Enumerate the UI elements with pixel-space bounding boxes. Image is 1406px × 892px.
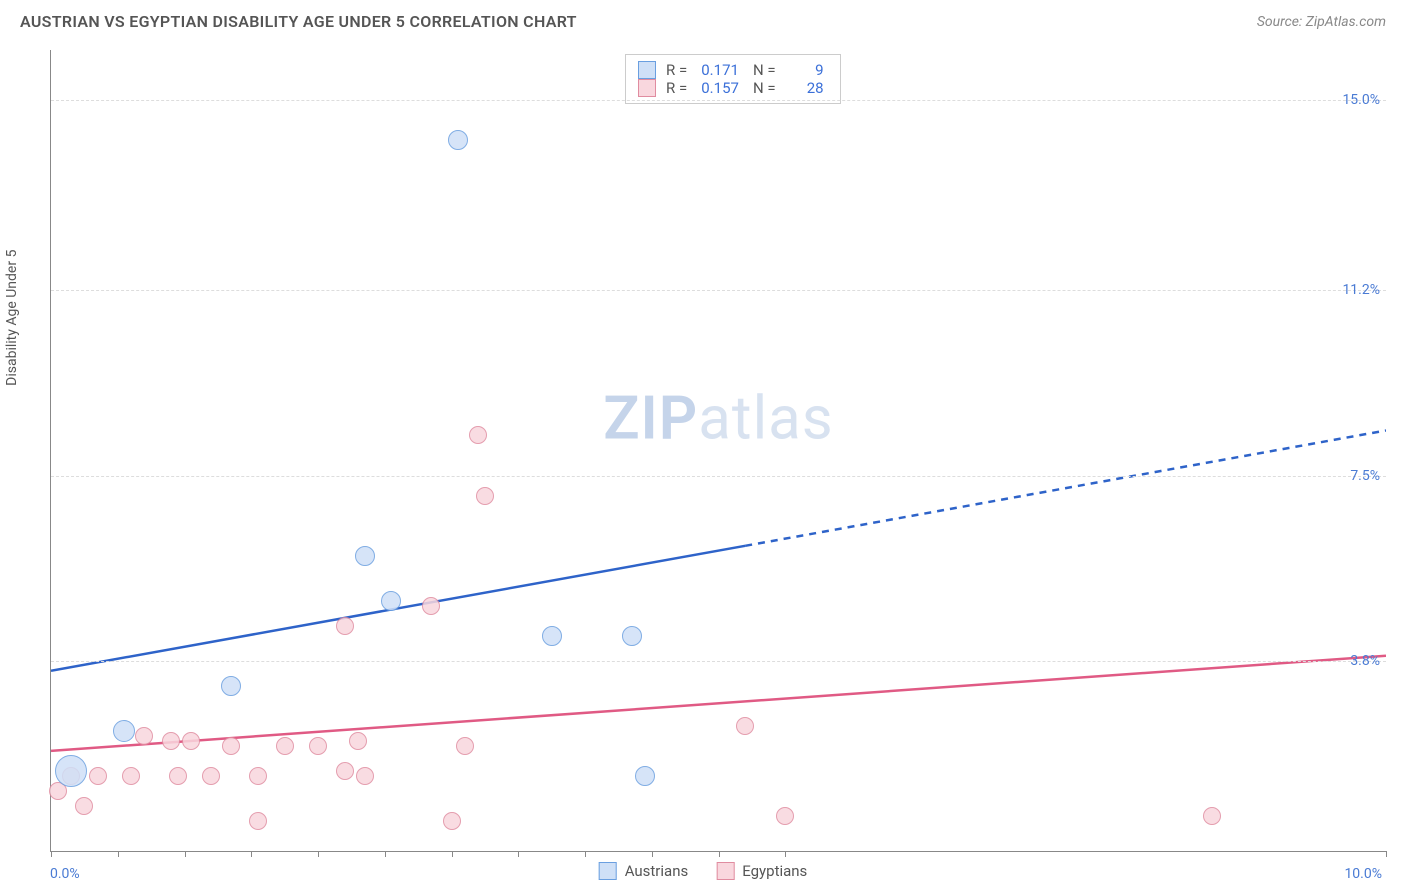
data-point-egyptians: [169, 767, 187, 785]
watermark-zip: ZIP: [603, 383, 698, 454]
legend-label-egyptians: Egyptians: [742, 862, 807, 880]
data-point-austrians: [622, 626, 642, 646]
legend-label-austrians: Austrians: [625, 862, 689, 880]
chart-plot-area: ZIPatlas R = 0.171 N = 9 R = 0.157 N = 2…: [50, 50, 1386, 852]
x-tick: [185, 851, 186, 857]
data-point-austrians: [355, 546, 375, 566]
gridline: [51, 661, 1386, 662]
data-point-austrians: [55, 755, 87, 787]
gridline: [51, 290, 1386, 291]
x-tick: [318, 851, 319, 857]
data-point-austrians: [113, 720, 135, 742]
data-point-austrians: [448, 130, 468, 150]
y-tick-label: 7.5%: [1350, 468, 1380, 484]
gridline: [51, 100, 1386, 101]
n-value-austrians: 9: [786, 61, 828, 79]
r-value-austrians: 0.171: [697, 61, 743, 79]
series-legend: Austrians Egyptians: [599, 862, 808, 880]
n-value-egyptians: 28: [786, 79, 828, 97]
x-tick: [51, 851, 52, 857]
data-point-egyptians: [776, 807, 794, 825]
legend-row-austrians: R = 0.171 N = 9: [638, 61, 828, 79]
data-point-austrians: [635, 766, 655, 786]
data-point-egyptians: [135, 727, 153, 745]
x-tick: [385, 851, 386, 857]
data-point-egyptians: [736, 717, 754, 735]
data-point-egyptians: [276, 737, 294, 755]
watermark: ZIPatlas: [603, 383, 834, 454]
x-tick: [719, 851, 720, 857]
data-point-egyptians: [122, 767, 140, 785]
data-point-egyptians: [469, 426, 487, 444]
r-value-egyptians: 0.157: [697, 79, 743, 97]
data-point-egyptians: [162, 732, 180, 750]
data-point-egyptians: [356, 767, 374, 785]
x-tick: [585, 851, 586, 857]
data-point-egyptians: [476, 487, 494, 505]
chart-source: Source: ZipAtlas.com: [1257, 14, 1386, 30]
swatch-austrians-icon: [599, 862, 617, 880]
x-tick: [251, 851, 252, 857]
r-label: R =: [666, 79, 687, 97]
y-tick-label: 11.2%: [1342, 282, 1380, 298]
data-point-egyptians: [336, 617, 354, 635]
data-point-egyptians: [75, 797, 93, 815]
x-tick: [452, 851, 453, 857]
x-tick: [118, 851, 119, 857]
chart-header: AUSTRIAN VS EGYPTIAN DISABILITY AGE UNDE…: [0, 0, 1406, 39]
swatch-austrians: [638, 61, 656, 79]
data-point-austrians: [221, 676, 241, 696]
chart-title: AUSTRIAN VS EGYPTIAN DISABILITY AGE UNDE…: [20, 12, 577, 31]
watermark-atlas: atlas: [698, 383, 833, 454]
legend-item-egyptians: Egyptians: [716, 862, 807, 880]
data-point-egyptians: [249, 767, 267, 785]
x-tick: [1386, 851, 1387, 857]
legend-item-austrians: Austrians: [599, 862, 689, 880]
gridline: [51, 476, 1386, 477]
data-point-egyptians: [349, 732, 367, 750]
data-point-egyptians: [202, 767, 220, 785]
data-point-egyptians: [309, 737, 327, 755]
r-label: R =: [666, 61, 687, 79]
x-axis-max-label: 10.0%: [1344, 866, 1382, 882]
n-label: N =: [753, 61, 776, 79]
data-point-egyptians: [456, 737, 474, 755]
x-tick: [652, 851, 653, 857]
trend-lines: [51, 50, 1386, 851]
x-axis-min-label: 0.0%: [50, 866, 80, 882]
data-point-austrians: [542, 626, 562, 646]
y-tick-label: 3.8%: [1350, 653, 1380, 669]
x-tick: [518, 851, 519, 857]
data-point-egyptians: [182, 732, 200, 750]
data-point-egyptians: [422, 597, 440, 615]
y-tick-label: 15.0%: [1342, 92, 1380, 108]
data-point-egyptians: [222, 737, 240, 755]
n-label: N =: [753, 79, 776, 97]
y-axis-label: Disability Age Under 5: [4, 250, 20, 386]
legend-row-egyptians: R = 0.157 N = 28: [638, 79, 828, 97]
data-point-egyptians: [443, 812, 461, 830]
data-point-egyptians: [89, 767, 107, 785]
data-point-egyptians: [1203, 807, 1221, 825]
swatch-egyptians-icon: [716, 862, 734, 880]
x-tick: [785, 851, 786, 857]
data-point-austrians: [381, 591, 401, 611]
swatch-egyptians: [638, 79, 656, 97]
data-point-egyptians: [249, 812, 267, 830]
correlation-legend: R = 0.171 N = 9 R = 0.157 N = 28: [625, 54, 841, 104]
data-point-egyptians: [336, 762, 354, 780]
